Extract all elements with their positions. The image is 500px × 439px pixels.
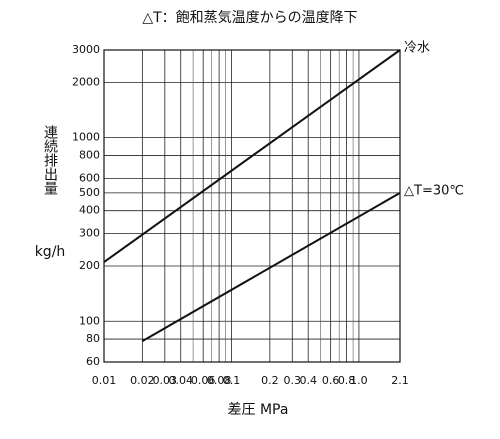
y-tick-label: 800: [79, 148, 100, 161]
x-tick-label: 0.3: [284, 374, 302, 387]
series-line: [141, 192, 401, 342]
series-label: △T=30℃: [404, 183, 464, 198]
y-tick-label: 80: [86, 332, 100, 345]
y-axis-unit: kg/h: [35, 244, 66, 260]
x-tick-label: 0.01: [92, 374, 117, 387]
x-tick-label: 2.1: [391, 374, 409, 387]
x-tick-label: 0.06: [191, 374, 216, 387]
series-line: [103, 49, 401, 263]
y-tick-label: 100: [79, 314, 100, 327]
y-tick-label: 2000: [72, 75, 100, 88]
y-tick-label: 3000: [72, 43, 100, 56]
y-tick-label: 500: [79, 186, 100, 199]
x-tick-label: 0.4: [299, 374, 317, 387]
x-tick-label: 0.8: [338, 374, 356, 387]
chart-title: △T：飽和蒸気温度からの温度降下: [142, 9, 357, 26]
y-tick-label: 400: [79, 204, 100, 217]
x-tick-label: 0.2: [261, 374, 279, 387]
y-tick-label: 300: [79, 227, 100, 240]
y-tick-label: 60: [86, 355, 100, 368]
series-label: 冷水: [404, 41, 430, 56]
y-tick-label: 600: [79, 171, 100, 184]
x-tick-label: 0.08: [207, 374, 232, 387]
x-tick-label: 0.1: [223, 374, 241, 387]
x-tick-label: 0.03: [153, 374, 178, 387]
x-axis-label: 差圧 MPa: [228, 402, 289, 418]
x-tick-label: 0.02: [130, 374, 155, 387]
y-tick-label: 200: [79, 259, 100, 272]
plot-frame: [103, 49, 401, 363]
y-tick-label: 1000: [72, 131, 100, 144]
x-tick-label: 1.0: [350, 374, 368, 387]
y-axis-label: 連続排出量: [42, 125, 58, 195]
x-tick-label: 0.6: [322, 374, 340, 387]
x-tick-label: 0.04: [168, 374, 193, 387]
